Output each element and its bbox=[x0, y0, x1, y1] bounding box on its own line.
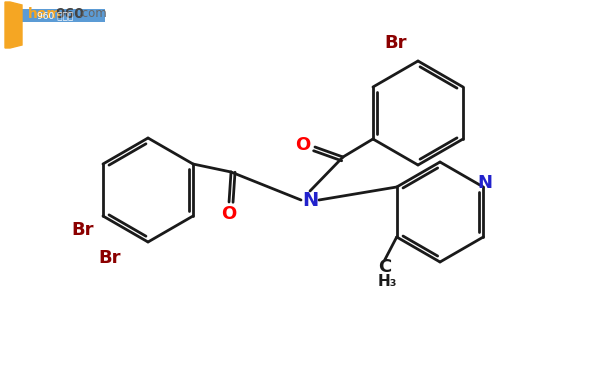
Text: Br: Br bbox=[385, 34, 407, 52]
Text: O: O bbox=[221, 205, 237, 223]
Text: 960: 960 bbox=[55, 7, 84, 21]
Polygon shape bbox=[5, 2, 22, 48]
Text: hem: hem bbox=[28, 7, 62, 21]
Text: .com: .com bbox=[79, 7, 108, 20]
Text: Br: Br bbox=[72, 221, 94, 239]
Text: O: O bbox=[295, 136, 310, 154]
Text: Br: Br bbox=[99, 249, 121, 267]
Text: C: C bbox=[378, 258, 391, 276]
Text: H₃: H₃ bbox=[378, 273, 397, 288]
Text: N: N bbox=[478, 174, 493, 192]
Text: 960 化工网: 960 化工网 bbox=[37, 11, 73, 20]
FancyBboxPatch shape bbox=[5, 9, 105, 22]
Text: N: N bbox=[302, 190, 318, 210]
